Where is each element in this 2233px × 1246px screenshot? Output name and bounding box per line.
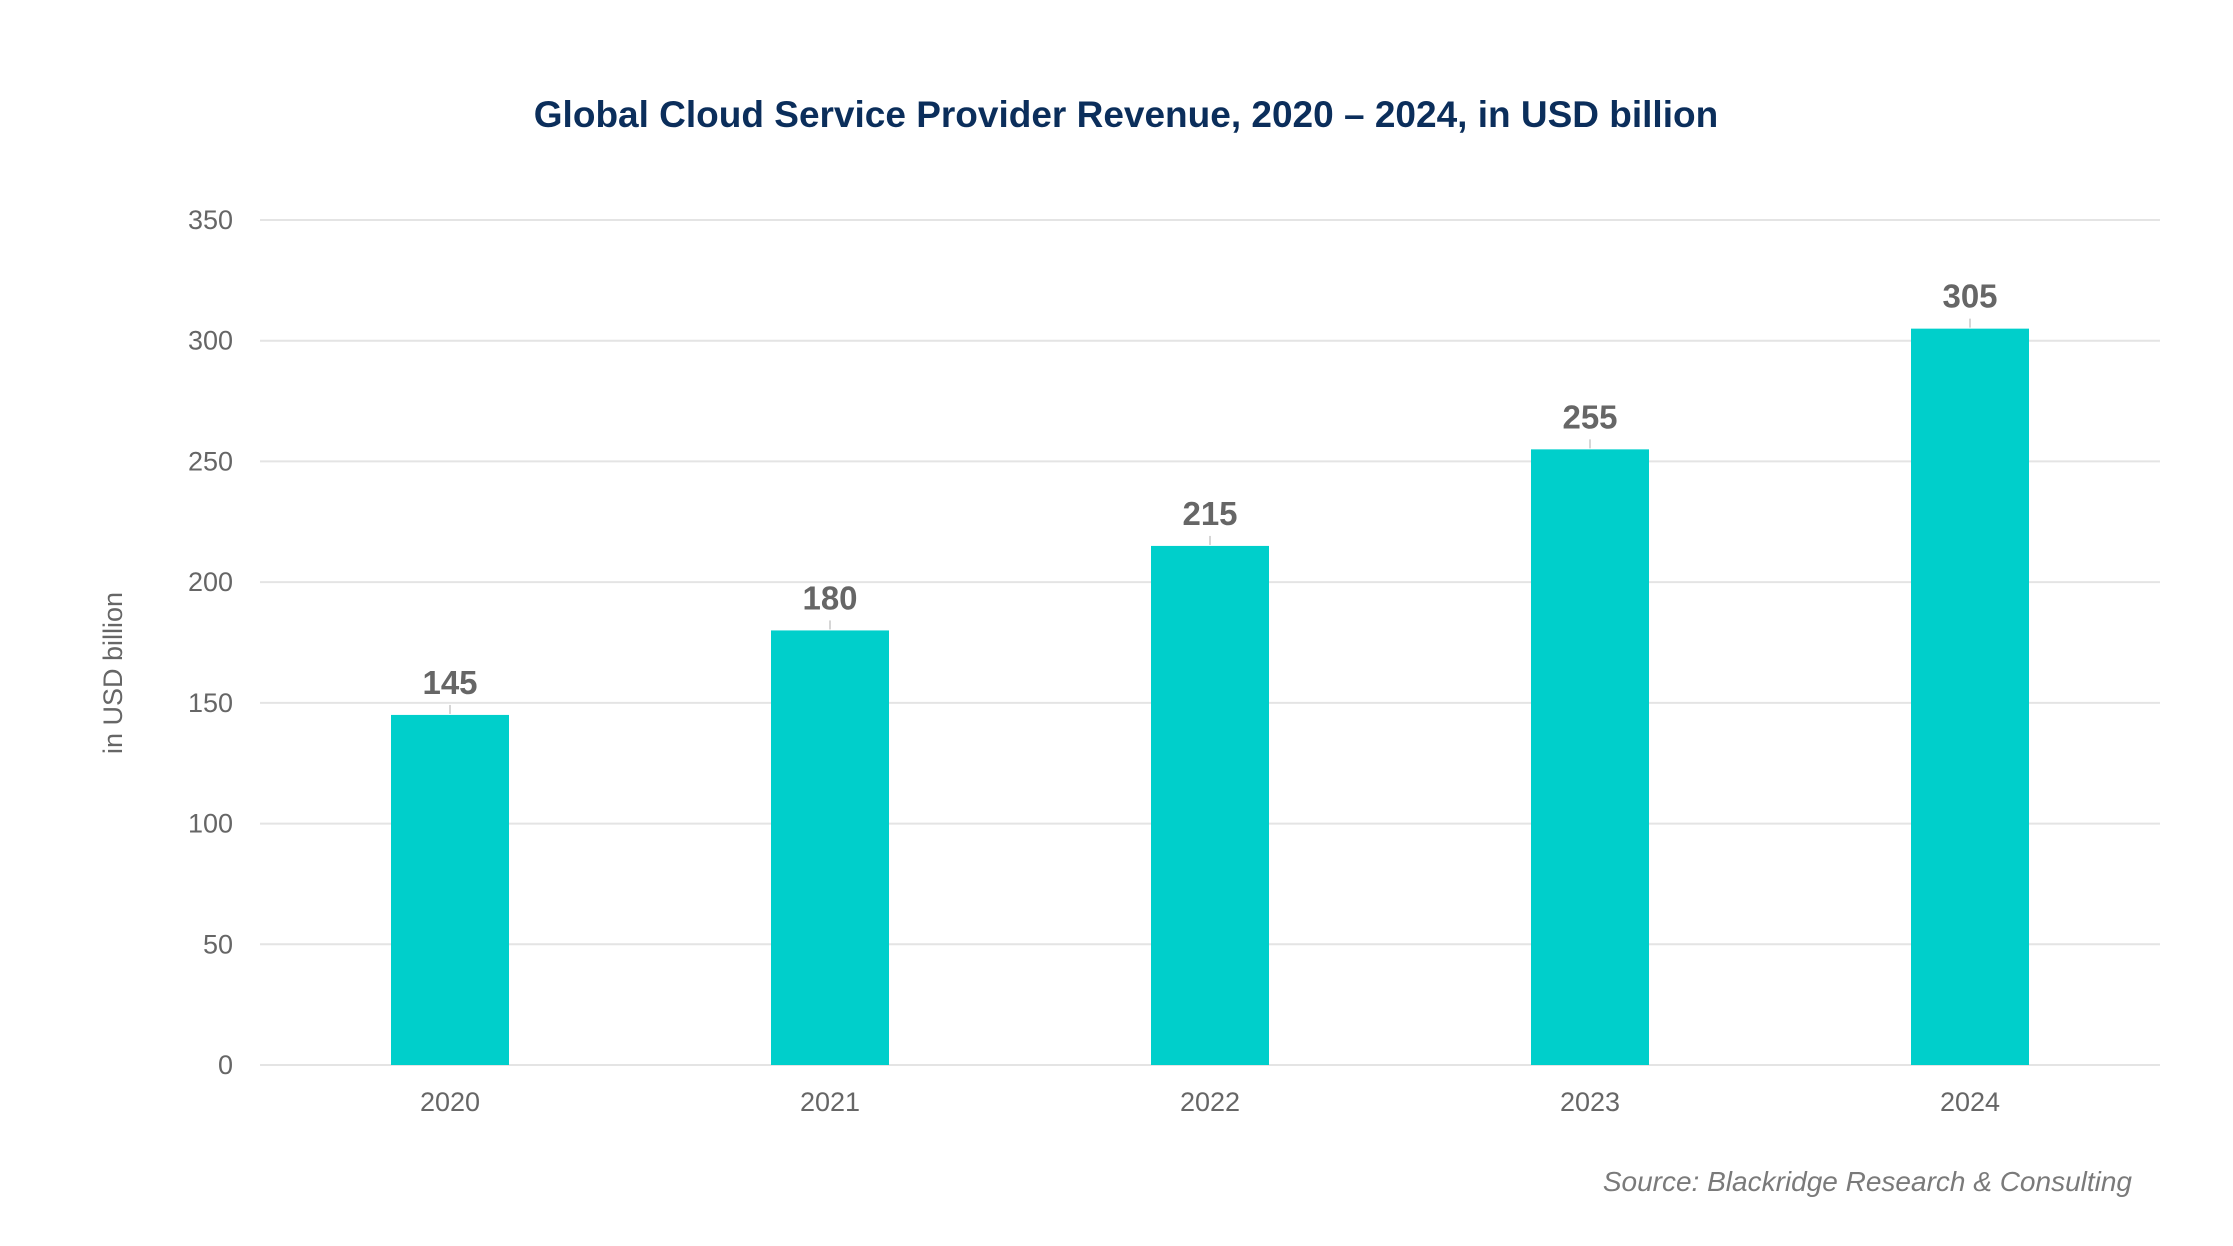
data-label: 180 [802, 579, 857, 616]
data-label: 215 [1182, 495, 1237, 532]
y-axis-label: in USD billion [98, 592, 128, 754]
x-axis-ticks: 2020 2021 2022 2023 2024 [420, 1087, 2000, 1117]
data-label: 145 [422, 664, 477, 701]
data-label: 305 [1942, 278, 1997, 315]
x-tick-label: 2021 [800, 1087, 860, 1117]
x-tick-label: 2023 [1560, 1087, 1620, 1117]
bar [391, 714, 509, 1065]
x-tick-label: 2020 [420, 1087, 480, 1117]
bars [391, 328, 2029, 1066]
data-labels: 145 180 215 255 305 [422, 278, 1998, 714]
y-tick-label: 100 [188, 809, 233, 839]
source-note: Source: Blackridge Research & Consulting [1603, 1166, 2133, 1197]
bar [1911, 328, 2029, 1066]
y-tick-label: 300 [188, 326, 233, 356]
y-tick-label: 150 [188, 688, 233, 718]
x-tick-label: 2024 [1940, 1087, 2000, 1117]
y-axis-ticks: 0 50 100 150 200 250 300 350 [188, 205, 233, 1080]
y-tick-label: 50 [203, 929, 233, 959]
y-tick-label: 350 [188, 205, 233, 235]
y-tick-label: 200 [188, 567, 233, 597]
bar [771, 630, 889, 1065]
chart-title: Global Cloud Service Provider Revenue, 2… [534, 94, 1718, 135]
y-tick-label: 0 [218, 1050, 233, 1080]
bar [1531, 449, 1649, 1065]
data-label: 255 [1562, 398, 1617, 435]
x-tick-label: 2022 [1180, 1087, 1240, 1117]
y-tick-label: 250 [188, 446, 233, 476]
bar [1151, 545, 1269, 1065]
